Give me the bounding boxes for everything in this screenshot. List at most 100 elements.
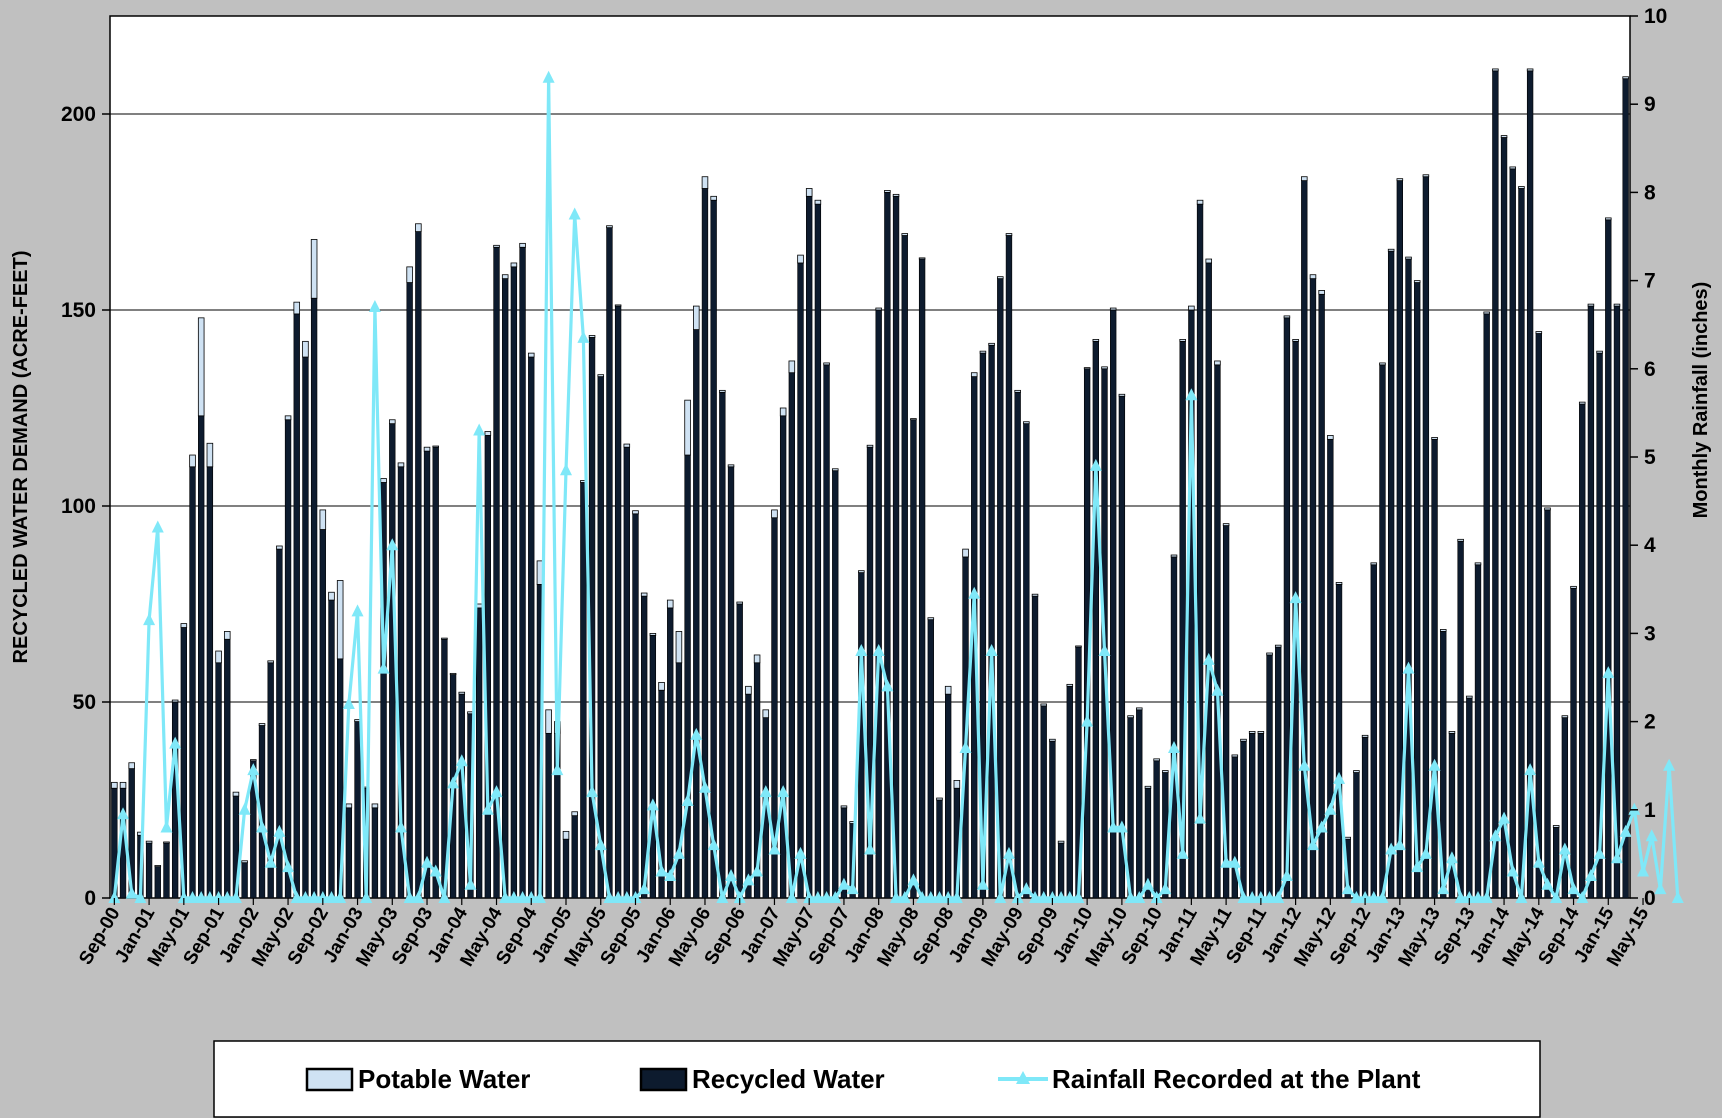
bar-potable-water xyxy=(901,233,909,236)
bar-potable-water xyxy=(606,225,613,229)
bar-recycled-water xyxy=(1370,564,1377,899)
bar-recycled-water xyxy=(562,838,570,899)
rainfall-marker xyxy=(942,891,955,903)
rainfall-marker xyxy=(290,891,303,903)
bar-potable-water xyxy=(519,242,526,248)
bar-potable-water xyxy=(666,599,674,609)
rainfall-marker xyxy=(855,644,868,657)
bar-recycled-water xyxy=(423,450,431,899)
rainfall-marker xyxy=(195,891,208,903)
bar-potable-water xyxy=(1379,362,1386,366)
rainfall-marker xyxy=(438,891,451,903)
bar-potable-water xyxy=(1483,311,1490,315)
bar-potable-water xyxy=(658,682,665,691)
rainfall-marker xyxy=(1011,891,1024,903)
bar-recycled-water xyxy=(936,799,943,899)
rainfall-marker xyxy=(464,877,477,890)
bar-recycled-water xyxy=(1205,262,1212,899)
bar-potable-water xyxy=(1457,538,1464,542)
bar-recycled-water xyxy=(1266,654,1273,899)
bar-potable-water xyxy=(814,199,822,205)
rainfall-marker xyxy=(1324,802,1337,815)
rainfall-marker xyxy=(1602,666,1615,679)
rainfall-marker xyxy=(516,891,529,903)
bar-recycled-water xyxy=(510,266,518,899)
rainfall-marker xyxy=(1298,758,1311,771)
bar-potable-water xyxy=(1092,338,1100,342)
bar-recycled-water xyxy=(823,364,830,899)
y2-axis-tick-label: 8 xyxy=(1644,181,1656,204)
bar-recycled-water xyxy=(1031,595,1039,899)
bar-potable-water xyxy=(1544,507,1551,511)
bar-potable-water xyxy=(1431,436,1438,440)
bar-recycled-water xyxy=(293,313,300,899)
bar-potable-water xyxy=(1031,593,1039,597)
bar-recycled-water xyxy=(623,446,630,899)
bar-potable-water xyxy=(171,699,179,703)
rainfall-marker xyxy=(421,855,434,868)
bar-recycled-water xyxy=(832,470,839,899)
bar-potable-water xyxy=(1448,731,1456,734)
rainfall-marker xyxy=(1515,891,1528,903)
bar-potable-water xyxy=(910,418,917,421)
bar-potable-water xyxy=(649,633,657,636)
bar-recycled-water xyxy=(154,866,161,899)
bar-potable-water xyxy=(423,446,431,452)
rainfall-marker xyxy=(794,846,807,859)
rainfall-marker xyxy=(473,423,486,436)
bar-potable-water xyxy=(727,464,735,468)
bar-recycled-water xyxy=(1431,439,1438,899)
rainfall-marker xyxy=(308,891,321,903)
rainfall-marker xyxy=(594,838,607,851)
bar-potable-water xyxy=(1605,217,1612,221)
bar-recycled-water xyxy=(1153,760,1160,899)
bar-potable-water xyxy=(1049,738,1056,742)
rainfall-marker xyxy=(1194,811,1207,824)
rainfall-marker xyxy=(1489,829,1502,842)
bar-potable-water xyxy=(1205,258,1213,264)
rainfall-marker xyxy=(1254,891,1267,903)
bar-recycled-water xyxy=(1014,392,1021,899)
bar-potable-water xyxy=(197,317,205,417)
bar-potable-water xyxy=(432,445,439,448)
bar-potable-water xyxy=(1170,554,1178,558)
bar-recycled-water xyxy=(1561,717,1569,899)
bar-recycled-water xyxy=(1535,333,1542,899)
legend-box xyxy=(213,1040,1541,1118)
rainfall-marker xyxy=(229,891,242,903)
bar-potable-water xyxy=(1361,734,1369,738)
bar-recycled-water xyxy=(606,227,613,899)
rainfall-marker xyxy=(342,696,355,709)
rainfall-marker xyxy=(1463,891,1476,903)
bar-potable-water xyxy=(1327,435,1334,440)
bar-potable-water xyxy=(1587,303,1595,307)
bar-potable-water xyxy=(1396,178,1404,182)
bar-potable-water xyxy=(1179,338,1186,342)
bar-potable-water xyxy=(866,444,874,448)
bar-recycled-water xyxy=(1005,235,1013,899)
rainfall-marker xyxy=(1133,891,1146,903)
rainfall-marker xyxy=(1619,824,1632,837)
bar-recycled-water xyxy=(1275,646,1282,899)
bar-potable-water xyxy=(805,188,813,197)
bar-potable-water xyxy=(276,545,283,550)
bar-potable-water xyxy=(1240,738,1247,742)
bar-recycled-water xyxy=(1500,137,1508,899)
bar-recycled-water xyxy=(371,807,379,899)
rainfall-marker xyxy=(568,207,581,220)
bar-recycled-water xyxy=(1057,842,1065,899)
bar-potable-water xyxy=(588,335,596,338)
rainfall-marker xyxy=(221,891,234,903)
bar-recycled-water xyxy=(1240,740,1247,899)
rainfall-marker xyxy=(1428,758,1441,771)
bar-potable-water xyxy=(128,762,135,770)
bar-recycled-water xyxy=(1257,733,1265,899)
bar-recycled-water xyxy=(1379,364,1386,899)
bar-recycled-water xyxy=(406,282,413,899)
rainfall-line-series xyxy=(108,70,1684,903)
bar-potable-water xyxy=(753,654,761,664)
rainfall-marker xyxy=(507,891,520,903)
bar-recycled-water xyxy=(432,446,439,899)
bar-potable-water xyxy=(1075,645,1082,648)
rainfall-marker xyxy=(690,727,703,740)
